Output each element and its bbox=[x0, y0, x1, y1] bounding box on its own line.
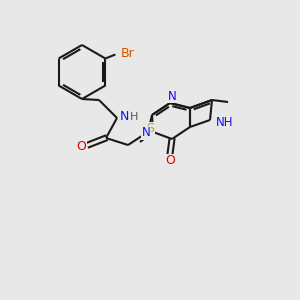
Text: NH: NH bbox=[216, 116, 234, 130]
Text: Br: Br bbox=[121, 47, 134, 60]
Text: N: N bbox=[168, 89, 176, 103]
Text: O: O bbox=[76, 140, 86, 152]
Text: O: O bbox=[165, 154, 175, 167]
Text: N: N bbox=[119, 110, 129, 122]
Text: H: H bbox=[130, 112, 138, 122]
Text: N: N bbox=[142, 127, 150, 140]
Text: S: S bbox=[146, 122, 154, 136]
